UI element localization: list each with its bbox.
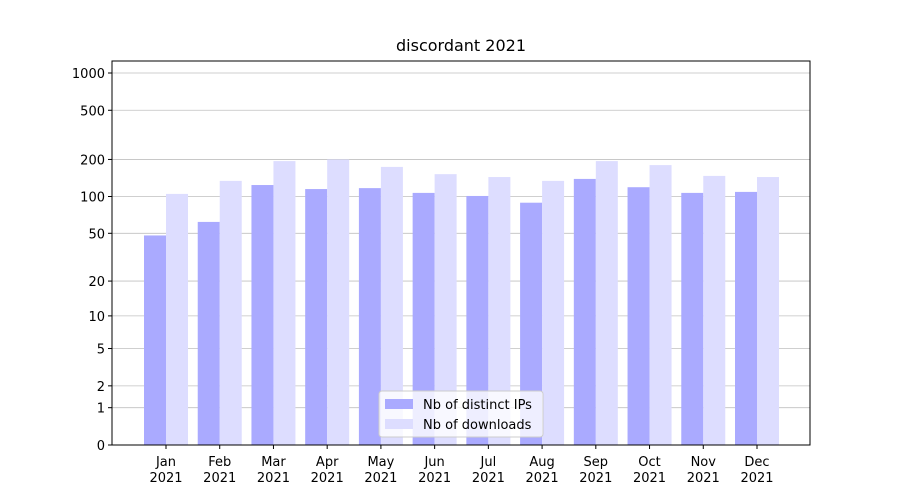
y-tick-label: 200 — [80, 153, 105, 168]
y-tick-label: 0 — [97, 439, 105, 454]
bar — [197, 221, 220, 445]
x-tick-label: Jun 2021 — [418, 455, 451, 486]
bar — [757, 177, 779, 445]
bar — [144, 235, 166, 445]
x-tick-label: Jan 2021 — [149, 455, 182, 486]
y-tick-label: 50 — [88, 227, 105, 242]
x-tick-label: Aug 2021 — [526, 455, 559, 486]
bar — [466, 195, 489, 445]
y-tick-label: 10 — [88, 310, 105, 325]
bar — [520, 202, 543, 445]
x-tick-label: Sep 2021 — [579, 455, 612, 486]
y-tick-label: 5 — [97, 343, 105, 358]
legend-label: Nb of distinct IPs — [423, 398, 532, 413]
y-tick-label: 100 — [80, 191, 105, 206]
x-tick-label: Jul 2021 — [472, 455, 505, 486]
bar — [434, 174, 457, 446]
legend-swatch — [385, 399, 413, 409]
bar — [166, 193, 188, 445]
bar — [735, 191, 757, 445]
x-tick-label: Feb 2021 — [203, 455, 236, 486]
legend-label: Nb of downloads — [423, 418, 532, 433]
bar — [703, 175, 726, 446]
y-tick-label: 2 — [97, 380, 105, 395]
bar — [412, 192, 435, 445]
bar — [681, 192, 704, 445]
bar — [380, 166, 403, 445]
legend-box — [378, 390, 544, 438]
bar — [305, 189, 328, 445]
bar — [573, 178, 596, 445]
bar — [627, 187, 650, 445]
bar — [327, 159, 350, 445]
chart-title: discordant 2021 — [396, 36, 526, 55]
x-tick-label: Dec 2021 — [740, 455, 773, 486]
x-tick-label: Apr 2021 — [311, 455, 344, 486]
bar — [595, 161, 618, 445]
x-tick-label: Mar 2021 — [257, 455, 290, 486]
legend-swatch — [385, 419, 413, 429]
y-tick-label: 1 — [97, 402, 105, 417]
bar — [542, 180, 565, 445]
x-tick-label: Nov 2021 — [687, 455, 720, 486]
x-tick-label: Oct 2021 — [633, 455, 666, 486]
y-tick-label: 1000 — [72, 67, 105, 82]
bar — [273, 161, 296, 445]
axes-frame — [111, 60, 811, 446]
bar — [219, 180, 242, 445]
y-tick-label: 20 — [88, 275, 105, 290]
bar — [251, 185, 274, 445]
bar — [649, 165, 672, 445]
x-tick-label: May 2021 — [364, 455, 397, 486]
bar — [358, 188, 381, 445]
bar — [488, 177, 511, 445]
y-tick-label: 500 — [80, 104, 105, 119]
